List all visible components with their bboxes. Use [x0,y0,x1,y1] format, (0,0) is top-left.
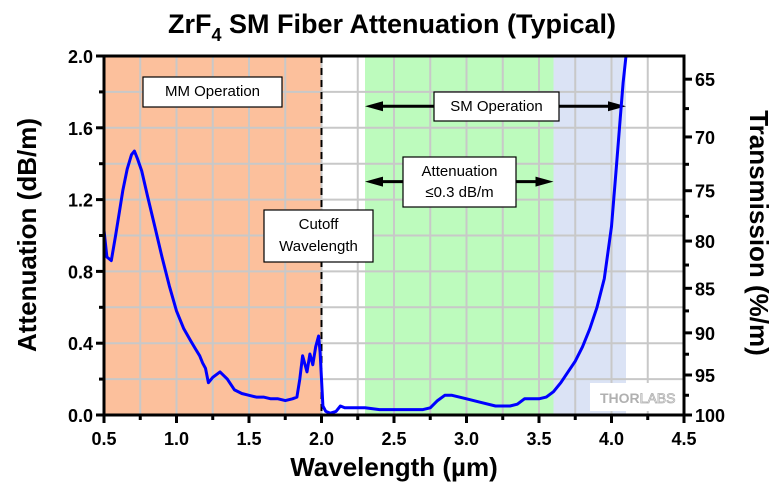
y2-tick-label: 100 [695,406,725,426]
x-tick-label: 3.0 [454,429,479,449]
x-tick-label: 3.5 [526,429,551,449]
cutoff-wavelength-label-text: Wavelength [279,238,358,255]
attenuation-label-text: Attenuation [422,163,498,180]
x-tick-label: 4.5 [671,429,696,449]
sm-operation-arrow-head-right [608,101,626,112]
attenuation-label: Attenuation ≤0.3 dB/m [402,156,517,208]
y2-axis-label: Transmission (%/m) [744,110,774,356]
y-tick-label: 0.4 [68,334,93,354]
mm-operation-label: MM Operation [142,76,283,108]
annotations-layer: MM Operation SM Operation Attenuation ≤0.3 … [142,76,626,263]
y2-tick-label: 90 [695,324,715,344]
attenuation-label-box [402,156,517,208]
mm-operation-label-text: MM Operation [165,83,260,100]
attenuation-arrow-head-left [365,176,383,187]
attenuation-label-text: ≤0.3 dB/m [425,184,493,201]
y-tick-label: 1.2 [68,191,93,211]
x-tick-label: 2.5 [381,429,406,449]
y2-tick-label: 75 [695,182,715,202]
x-tick-label: 2.0 [309,429,334,449]
attenuation-arrow-head-right [535,176,554,187]
sm-operation-arrow-head-left [365,101,383,112]
x-tick-label: 1.0 [164,429,189,449]
sm-operation-label-box [433,91,560,122]
cutoff-wavelength-label-text: Cutoff [299,216,340,233]
y-tick-label: 0.0 [68,406,93,426]
x-axis: 0.5 1.0 1.5 2.0 2.5 3.0 3.5 4.0 4.5 [91,415,697,449]
mm-operation-label-box [142,76,283,108]
x-tick-label: 1.5 [236,429,261,449]
y2-tick-label: 65 [695,70,715,90]
y-axis-label: Attenuation (dB/m) [12,118,42,352]
y-tick-label: 1.6 [68,119,93,139]
x-axis-label: Wavelength (µm) [290,452,498,482]
attenuation-series-line [102,55,628,415]
thorlabs-logo: THORLABS [600,390,675,406]
y2-tick-label: 80 [695,232,715,252]
sm-operation-label: SM Operation [433,91,560,122]
y-axis-right: 65 70 75 80 85 90 95 100 [684,70,725,426]
y2-tick-label: 95 [695,366,715,386]
x-tick-label: 0.5 [91,429,116,449]
cutoff-wavelength-label: Cutoff Wavelength [263,209,374,263]
sm-operation-label-text: SM Operation [450,98,543,115]
x-tick-label: 4.0 [599,429,624,449]
y2-tick-label: 85 [695,279,715,299]
y2-tick-label: 70 [695,128,715,148]
y-tick-label: 0.8 [68,262,93,282]
cutoff-wavelength-label-box [263,209,374,263]
chart-title: ZrF4 SM Fiber Attenuation (Typical) [168,9,616,45]
y-tick-label: 2.0 [68,47,93,67]
y-axis-left: 0.0 0.4 0.8 1.2 1.6 2.0 [68,47,104,426]
watermark-logo: THORLABS [590,383,678,411]
